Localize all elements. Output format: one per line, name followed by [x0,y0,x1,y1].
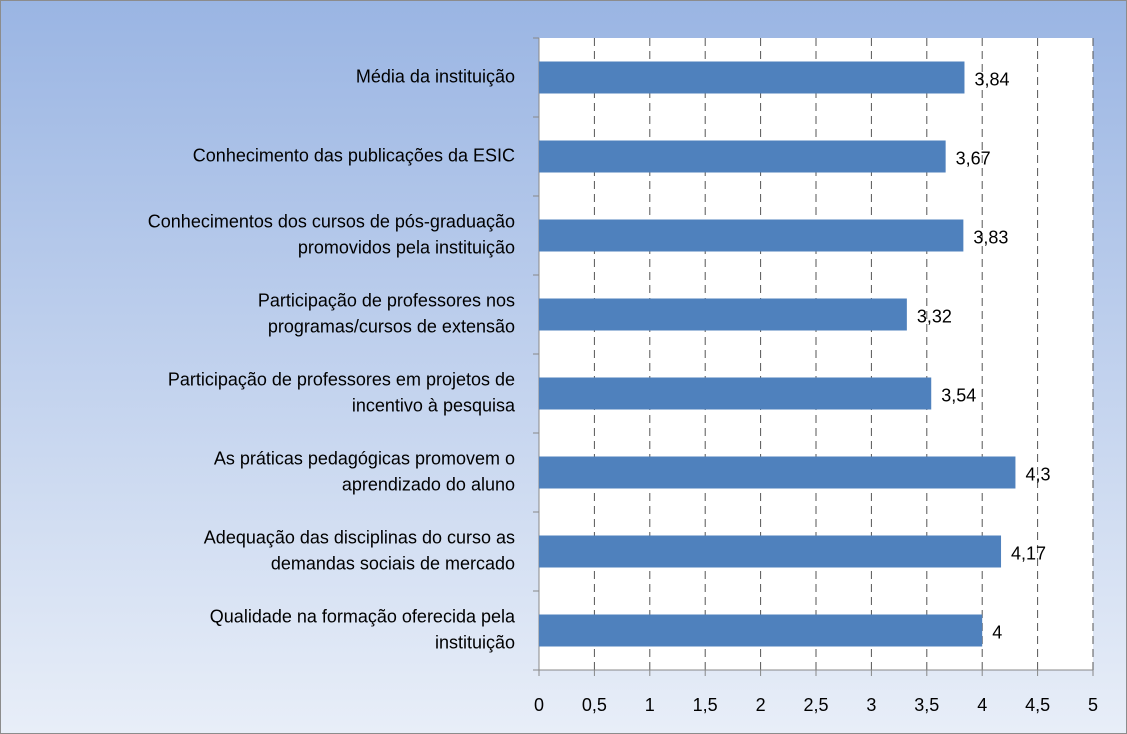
value-label: 3,54 [941,385,976,405]
y-tick-label-line: programas/cursos de extensão [268,316,515,336]
y-tick-label-line: Qualidade na formação oferecida pela [210,606,516,626]
x-tick-label: 1 [645,695,655,715]
y-tick-label-line: Participação de professores em projetos … [168,369,515,389]
y-tick-label: Participação de professores nos programas… [258,290,515,336]
y-tick-label-line: demandas sociais de mercado [271,553,515,573]
value-label: 3,32 [917,306,952,326]
x-tick-label: 2 [756,695,766,715]
y-tick-label-line: Conhecimentos dos cursos de pós-graduaçã… [148,211,515,231]
y-tick-label-line: Média da instituição [356,66,515,86]
value-label: 4,3 [1025,464,1050,484]
x-tick-label: 0,5 [582,695,607,715]
y-tick-label-line: promovidos pela instituição [298,237,515,257]
x-tick-label: 4 [977,695,987,715]
bar [539,219,964,252]
bar [539,535,1002,568]
bar [539,614,983,647]
x-tick-label: 5 [1088,695,1098,715]
value-label: 3,67 [956,148,991,168]
y-tick-label: Conhecimento das publicações da ESIC [193,145,515,165]
y-tick-label-line: aprendizado do aluno [342,474,515,494]
x-tick-label: 0 [534,695,544,715]
value-label: 4,17 [1011,543,1046,563]
y-tick-label: Conhecimentos dos cursos de pós-graduaçã… [148,211,515,257]
y-tick-label-line: Adequação das disciplinas do curso as [204,527,515,547]
y-tick-label: Qualidade na formação oferecida pela inst… [210,606,516,652]
value-label: 3,83 [973,227,1008,247]
y-tick-label-line: As práticas pedagógicas promovem o [214,448,515,468]
y-tick-label: As práticas pedagógicas promovem o aprend… [214,448,515,494]
x-tick-label: 1,5 [693,695,718,715]
x-tick-label: 4,5 [1025,695,1050,715]
y-tick-label: Adequação das disciplinas do curso as dem… [204,527,515,573]
y-tick-label: Média da instituição [356,66,515,86]
x-tick-label: 3,5 [914,695,939,715]
bar [539,140,946,173]
bar [539,61,965,94]
y-tick-label-line: Conhecimento das publicações da ESIC [193,145,515,165]
bar [539,456,1016,489]
y-tick-label-line: instituição [435,632,515,652]
y-tick-label-line: incentivo à pesquisa [352,395,516,415]
x-tick-label: 3 [866,695,876,715]
x-tick-label: 2,5 [803,695,828,715]
y-tick-label: Participação de professores em projetos … [168,369,516,415]
value-label: 3,84 [974,69,1009,89]
value-label: 4 [992,622,1002,642]
bar [539,298,907,331]
y-tick-label-line: Participação de professores nos [258,290,515,310]
bar [539,377,932,410]
